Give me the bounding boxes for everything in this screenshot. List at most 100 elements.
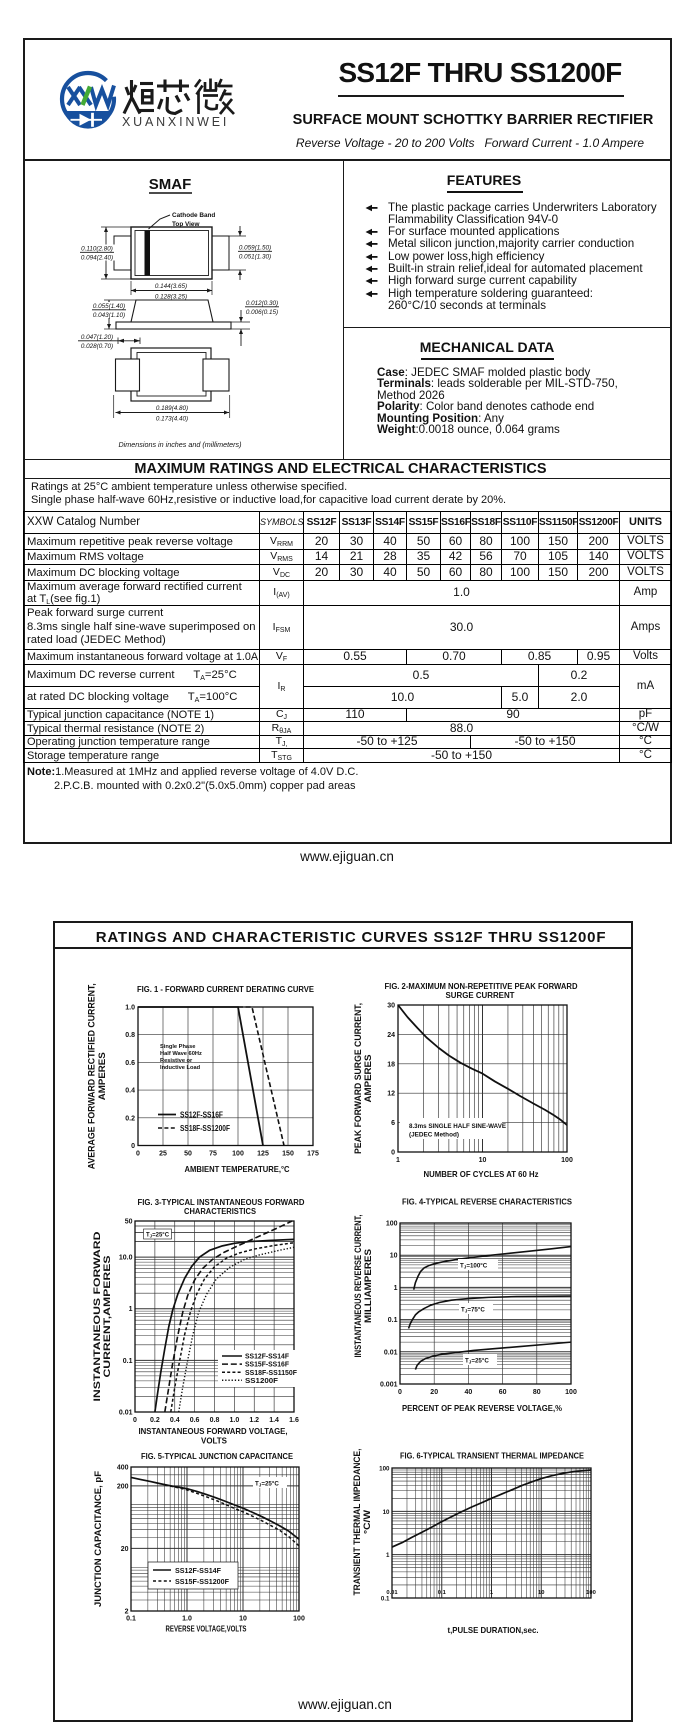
svg-text:1.4: 1.4 [269,1417,279,1424]
svg-text:24: 24 [387,1032,395,1039]
svg-text:0.012(0.30): 0.012(0.30) [246,300,278,307]
svg-text:INSTANTANEOUS REVERSE CURRENT,: INSTANTANEOUS REVERSE CURRENT, [353,1215,364,1358]
svg-text:0.4: 0.4 [125,1088,135,1095]
svg-text:FIG. 3-TYPICAL INSTANTANEOUS F: FIG. 3-TYPICAL INSTANTANEOUS FORWARD [138,1198,305,1207]
svg-text:100: 100 [379,1466,390,1473]
svg-text:REVERSE VOLTAGE,VOLTS: REVERSE VOLTAGE,VOLTS [166,1624,247,1634]
svg-text:0.028(0.70): 0.028(0.70) [81,343,113,350]
svg-text:NUMBER OF CYCLES AT 60 Hz: NUMBER OF CYCLES AT 60 Hz [424,1169,539,1179]
svg-text:INSTANTANEOUS FORWARD VOLTAGE,: INSTANTANEOUS FORWARD VOLTAGE, [139,1426,288,1436]
svg-text:0: 0 [136,1151,140,1158]
svg-text:Half Wave 60Hz: Half Wave 60Hz [160,1051,202,1057]
svg-text:0.128(3.25): 0.128(3.25) [155,294,187,301]
svg-text:10: 10 [239,1616,247,1623]
svg-text:FIG. 4-TYPICAL REVERSE CHARACT: FIG. 4-TYPICAL REVERSE CHARACTERISTICS [402,1198,573,1207]
svg-text:0.094(2.40): 0.094(2.40) [81,255,113,262]
svg-text:100: 100 [565,1389,577,1396]
svg-text:PEAK FORWARD SURGE CURRENT,: PEAK FORWARD SURGE CURRENT, [353,1003,364,1154]
svg-text:1.6: 1.6 [289,1417,299,1424]
svg-text:SURGE CURRENT: SURGE CURRENT [446,991,515,1000]
svg-text:JUNCTION CAPACITANCE, pF: JUNCTION CAPACITANCE, pF [93,1471,104,1607]
svg-text:1: 1 [394,1285,398,1292]
svg-text:SS12F-SS16F: SS12F-SS16F [180,1111,223,1120]
svg-text:Inductive Load: Inductive Load [160,1065,201,1071]
svg-text:1.2: 1.2 [249,1417,259,1424]
svg-text:0.001: 0.001 [380,1382,398,1389]
svg-text:FIG. 2-MAXIMUM NON-REPETITIVE: FIG. 2-MAXIMUM NON-REPETITIVE PEAK FORWA… [385,982,578,991]
svg-text:30: 30 [387,1003,395,1010]
svg-text:SMAF: SMAF [149,176,192,193]
svg-text:20: 20 [430,1389,438,1396]
svg-text:1: 1 [490,1590,494,1596]
svg-text:TRANSIENT THERMAL IMPEDANCE,: TRANSIENT THERMAL IMPEDANCE, [352,1449,363,1596]
svg-text:MILLIAMPERES: MILLIAMPERES [363,1249,374,1323]
svg-text:CURRENT,AMPERES: CURRENT,AMPERES [102,1256,113,1378]
svg-text:SS12F-SS14F: SS12F-SS14F [245,1352,289,1361]
svg-text:60: 60 [499,1389,507,1396]
svg-text:TJ=75°C: TJ=75°C [461,1307,485,1314]
svg-text:TJ=25°C: TJ=25°C [255,1481,279,1488]
svg-text:(JEDEC Method): (JEDEC Method) [409,1132,459,1139]
svg-text:1: 1 [129,1306,133,1313]
svg-text:0.01: 0.01 [119,1410,133,1417]
svg-text:Dimensions in inches and (mill: Dimensions in inches and (millimeters) [118,440,241,449]
svg-text:0.055(1.40): 0.055(1.40) [93,303,125,310]
svg-text:Resistive or: Resistive or [160,1058,193,1064]
svg-text:10: 10 [383,1509,390,1516]
svg-text:Cathode Band: Cathode Band [172,212,215,219]
svg-text:10: 10 [479,1157,487,1164]
svg-text:1.0: 1.0 [182,1616,192,1623]
svg-text:SS12F-SS14F: SS12F-SS14F [175,1566,221,1575]
svg-text:0.1: 0.1 [126,1616,136,1623]
svg-text:2: 2 [125,1609,129,1616]
svg-text:100: 100 [293,1616,305,1623]
svg-text:0.8: 0.8 [125,1032,135,1039]
svg-text:SS18F-SS1150F: SS18F-SS1150F [245,1368,297,1377]
svg-text:150: 150 [282,1151,294,1158]
svg-text:TJ=25°C: TJ=25°C [146,1233,170,1239]
svg-text:0.1: 0.1 [123,1358,133,1365]
svg-text:Single Phase: Single Phase [160,1044,195,1050]
svg-text:0.059(1.50): 0.059(1.50) [239,245,271,252]
svg-text:°C/W: °C/W [362,1510,373,1534]
svg-text:Top View: Top View [172,221,199,228]
svg-text:TJ=100°C: TJ=100°C [460,1263,488,1270]
svg-text:0.2: 0.2 [150,1417,160,1424]
svg-text:XUANXINWEI: XUANXINWEI [122,115,229,129]
svg-text:10: 10 [390,1253,398,1260]
svg-text:0.8: 0.8 [210,1417,220,1424]
svg-text:1.0: 1.0 [125,1005,135,1012]
svg-text:125: 125 [257,1151,269,1158]
svg-text:10.0: 10.0 [119,1255,133,1262]
svg-text:200: 200 [117,1483,129,1490]
svg-text:SS1200F: SS1200F [245,1376,278,1385]
svg-text:0: 0 [391,1150,395,1157]
svg-text:t,PULSE DURATION,sec.: t,PULSE DURATION,sec. [448,1625,539,1635]
svg-text:80: 80 [533,1389,541,1396]
svg-text:0.1: 0.1 [388,1317,398,1324]
svg-text:0: 0 [133,1417,137,1424]
svg-text:20: 20 [121,1546,129,1553]
svg-text:25: 25 [159,1151,167,1158]
svg-text:100: 100 [586,1590,596,1596]
svg-text:VOLTS: VOLTS [201,1436,227,1446]
svg-text:10: 10 [538,1590,544,1596]
svg-text:100: 100 [386,1221,398,1228]
svg-text:12: 12 [387,1091,395,1098]
svg-text:1.0: 1.0 [230,1417,240,1424]
svg-text:0: 0 [131,1143,135,1150]
svg-text:CHARACTERISTICS: CHARACTERISTICS [184,1207,257,1216]
svg-text:FIG. 6-TYPICAL TRANSIENT THERM: FIG. 6-TYPICAL TRANSIENT THERMAL IMPEDAN… [400,1452,585,1461]
svg-text:0.006(0.15): 0.006(0.15) [246,309,278,316]
svg-text:0.047(1.20): 0.047(1.20) [81,334,113,341]
svg-text:1: 1 [386,1552,390,1559]
svg-text:0.043(1.10): 0.043(1.10) [93,312,125,319]
svg-text:0.110(2.80): 0.110(2.80) [81,246,113,253]
svg-text:0.051(1.30): 0.051(1.30) [239,254,271,261]
svg-text:0.6: 0.6 [125,1060,135,1067]
svg-text:50: 50 [125,1219,133,1226]
svg-text:AMPERES: AMPERES [97,1052,108,1100]
svg-text:0.144(3.65): 0.144(3.65) [155,283,187,290]
svg-text:40: 40 [465,1389,473,1396]
svg-text:18: 18 [387,1061,395,1068]
